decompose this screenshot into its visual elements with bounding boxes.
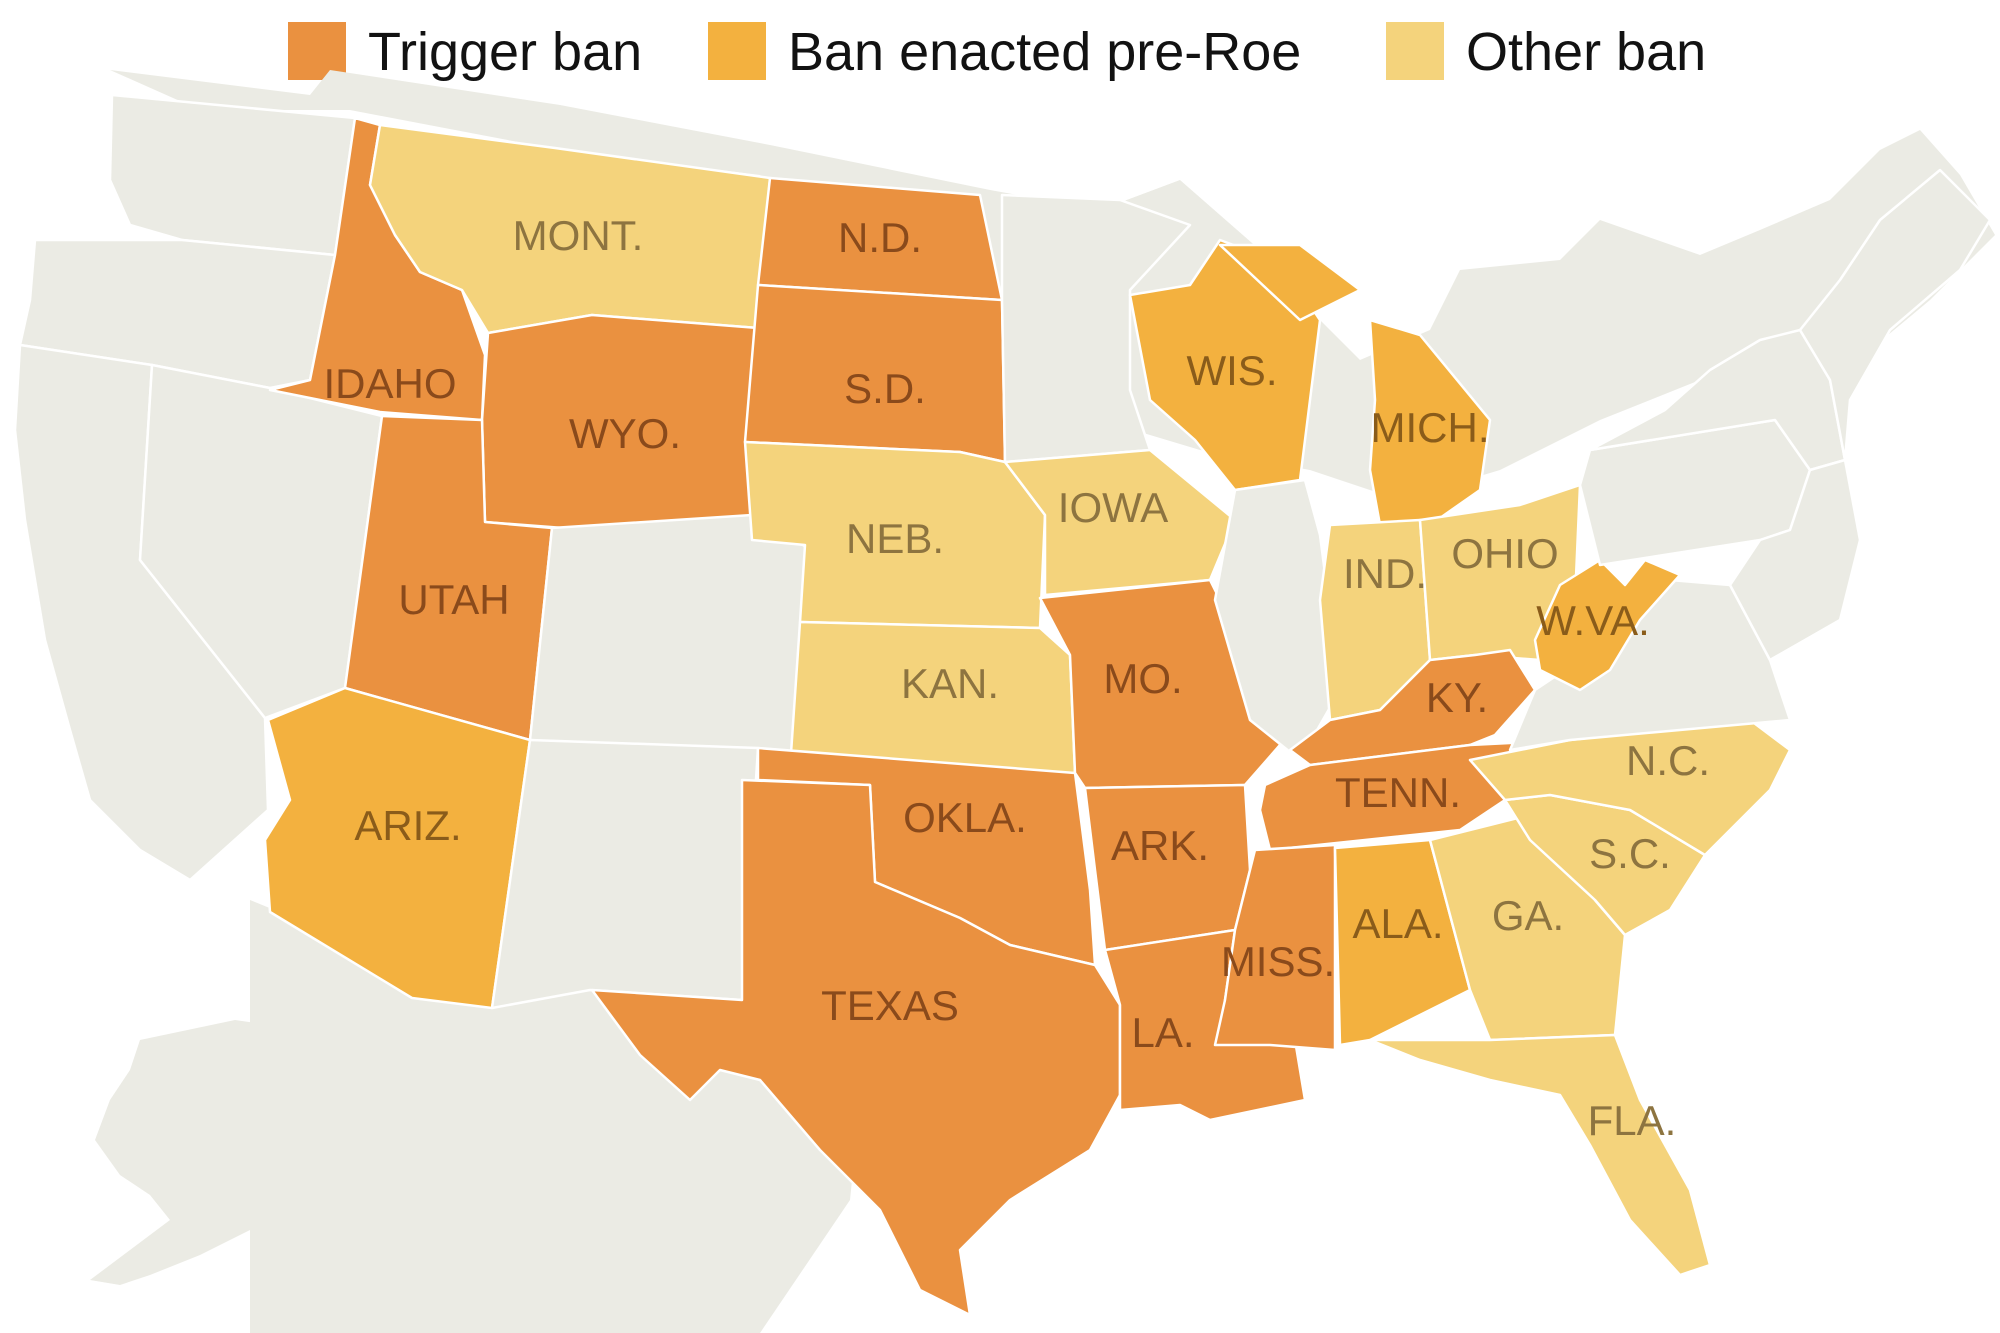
state-label-ky: KY. <box>1426 674 1488 721</box>
state-label-wis: WIS. <box>1187 347 1278 394</box>
state-label-mont: MONT. <box>513 212 644 259</box>
state-nm <box>490 738 760 1010</box>
state-texas <box>590 778 1122 1317</box>
state-wva <box>1533 558 1682 692</box>
state-label-sc: S.C. <box>1589 830 1671 877</box>
state-wis <box>1128 238 1322 492</box>
state-label-ariz: ARIZ. <box>354 802 461 849</box>
state-label-iowa: IOWA <box>1058 484 1168 531</box>
state-label-mich: MICH. <box>1371 404 1490 451</box>
state-label-miss: MISS. <box>1221 938 1335 985</box>
state-label-okla: OKLA. <box>903 794 1027 841</box>
state-fla <box>1368 1033 1712 1277</box>
state-colo <box>528 513 810 760</box>
legend-label-trigger-ban: Trigger ban <box>368 22 643 82</box>
legend-swatch-pre-roe-ban <box>708 22 766 80</box>
state-label-neb: NEB. <box>846 515 944 562</box>
legend-label-pre-roe-ban: Ban enacted pre-Roe <box>788 22 1302 82</box>
state-ne <box>1798 168 1992 462</box>
state-label-fla: FLA. <box>1588 1097 1677 1144</box>
state-label-nd: N.D. <box>838 214 922 261</box>
state-label-utah: UTAH <box>398 576 509 623</box>
state-label-kan: KAN. <box>901 660 999 707</box>
legend-label-other-ban: Other ban <box>1466 22 1707 82</box>
state-label-nc: N.C. <box>1626 737 1710 784</box>
state-minn <box>1000 193 1192 464</box>
state-ill <box>1213 478 1342 762</box>
map-legend: Trigger ban Ban enacted pre-Roe Other ba… <box>0 14 2000 90</box>
state-label-ark: ARK. <box>1111 822 1209 869</box>
legend-swatch-other-ban <box>1386 22 1444 80</box>
state-label-idaho: IDAHO <box>323 360 456 407</box>
legend-swatch-trigger-ban <box>288 22 346 80</box>
state-label-ind: IND. <box>1343 550 1427 597</box>
state-label-ala: ALA. <box>1352 900 1443 947</box>
state-mid <box>1728 458 1862 662</box>
state-label-texas: TEXAS <box>821 982 959 1029</box>
state-label-ohio: OHIO <box>1451 530 1558 577</box>
state-ala <box>1333 838 1472 1047</box>
state-label-sd: S.D. <box>844 365 926 412</box>
mexico-landmass <box>250 900 860 1333</box>
state-label-ga: GA. <box>1492 892 1564 939</box>
state-label-mo: MO. <box>1103 655 1182 702</box>
state-label-tenn: TENN. <box>1335 769 1461 816</box>
state-label-wyo: WYO. <box>569 410 681 457</box>
state-label-wva: W.VA. <box>1536 597 1650 644</box>
state-label-la: LA. <box>1131 1009 1194 1056</box>
state-wa <box>108 93 357 257</box>
